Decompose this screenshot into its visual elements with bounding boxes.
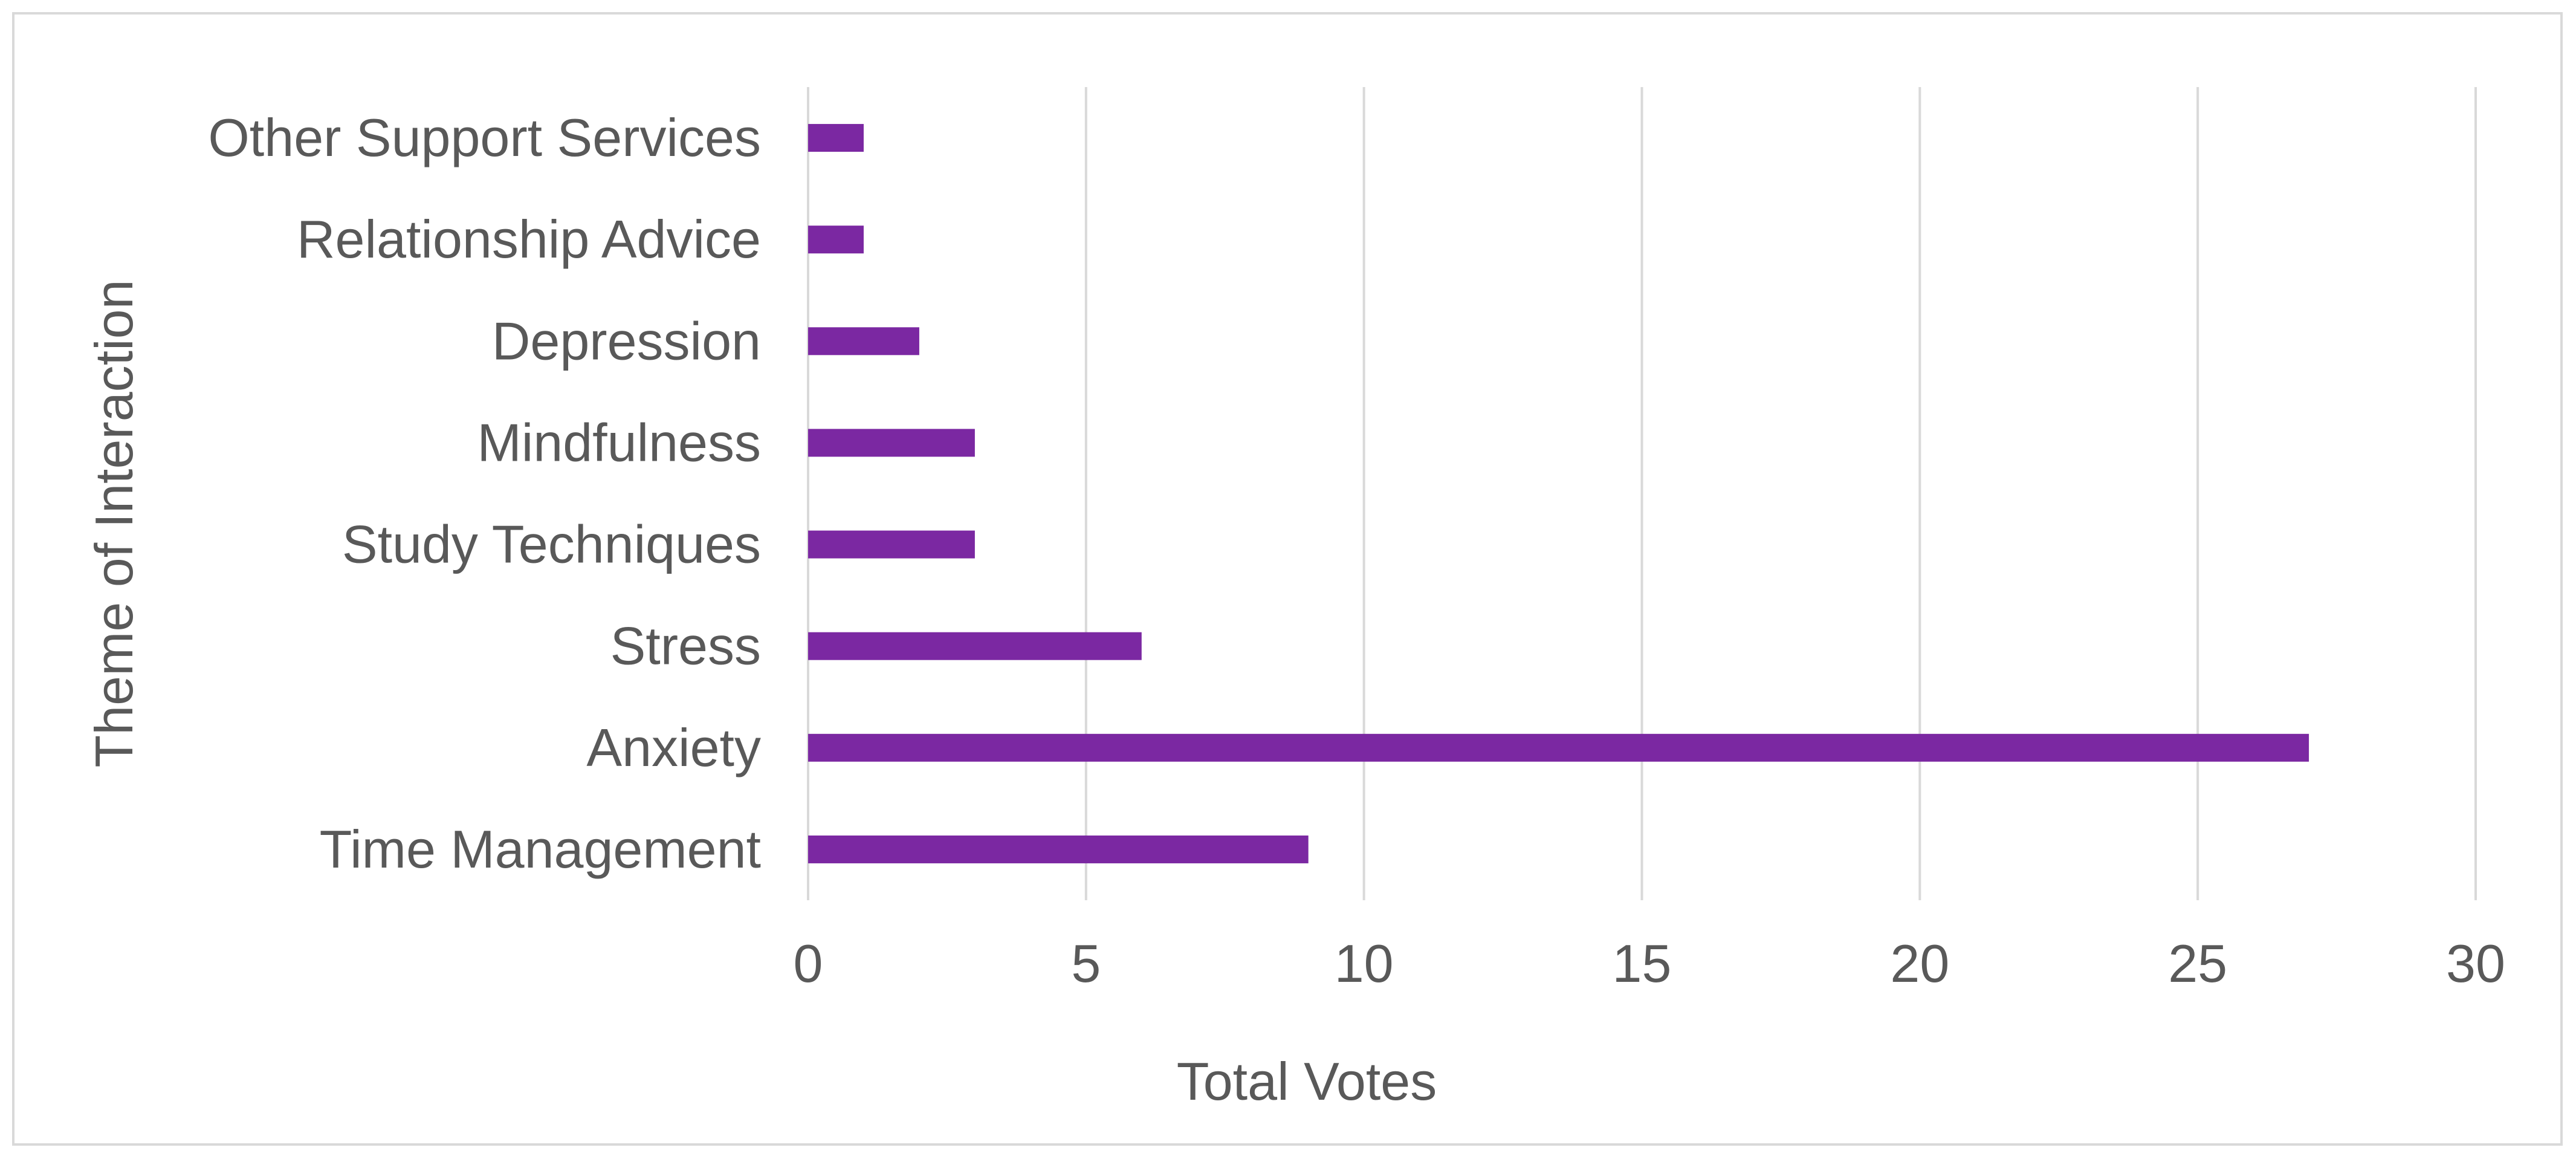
bar — [808, 530, 975, 559]
category-label: Stress — [610, 616, 761, 676]
y-axis-title: Theme of Interaction — [84, 279, 144, 767]
bar — [808, 835, 1309, 863]
chart-frame: 0 5 10 15 20 25 30 Time Management Anxiety Stres… — [12, 12, 2563, 1146]
category-label: Anxiety — [586, 718, 761, 778]
category-label: Relationship Advice — [297, 209, 761, 269]
x-tick-label: 15 — [1613, 933, 1672, 993]
x-tick-label: 25 — [2168, 933, 2227, 993]
x-axis-title: Total Votes — [1177, 1051, 1437, 1111]
category-label: Study Techniques — [342, 515, 761, 574]
category-label: Depression — [492, 311, 761, 371]
x-axis-ticks: 0 5 10 15 20 25 30 — [794, 933, 2505, 993]
bar — [808, 632, 1142, 660]
x-tick-label: 0 — [794, 933, 823, 993]
x-tick-label: 20 — [1890, 933, 1949, 993]
bar — [808, 226, 864, 254]
bars — [808, 124, 2309, 863]
bar-chart: 0 5 10 15 20 25 30 Time Management Anxiety Stres… — [84, 87, 2505, 1111]
x-tick-label: 10 — [1335, 933, 1394, 993]
bar — [808, 429, 975, 457]
bar — [808, 124, 864, 152]
gridlines — [807, 87, 2477, 900]
x-tick-label: 5 — [1071, 933, 1101, 993]
bar — [808, 733, 2309, 762]
bar — [808, 327, 919, 355]
category-label: Mindfulness — [477, 412, 761, 472]
y-axis-categories: Time Management Anxiety Stress Study Techni… — [208, 108, 761, 879]
category-label: Other Support Services — [208, 108, 761, 167]
category-label: Time Management — [320, 819, 761, 879]
x-tick-label: 30 — [2446, 933, 2505, 993]
